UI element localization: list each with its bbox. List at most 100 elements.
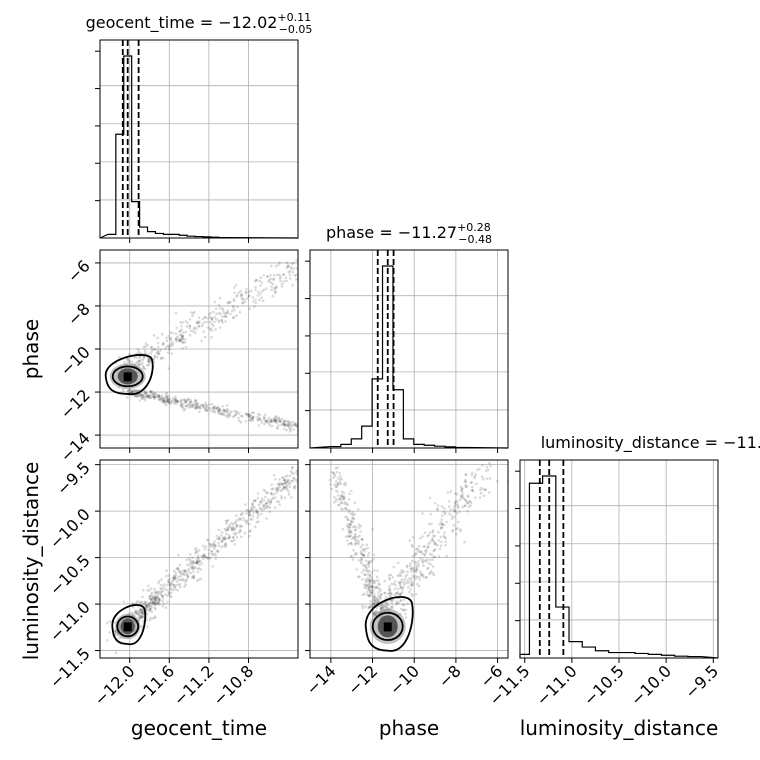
scatter-geocent_time-vs-phase-point (273, 289, 277, 292)
scatter-geocent_time-vs-luminosity_distance-point (151, 595, 154, 599)
scatter-geocent_time-vs-phase-point (180, 335, 184, 339)
hist-phase-xaxis (330, 448, 499, 453)
scatter-phase-vs-luminosity_distance-point (395, 591, 399, 595)
scatter-phase-vs-luminosity_distance-point (375, 597, 379, 600)
scatter-geocent_time-vs-phase-point (142, 364, 145, 367)
axis-labels: geocent_time phase luminosity_distancephas… (19, 319, 718, 740)
scatter-phase-vs-luminosity_distance-point (370, 605, 374, 608)
scatter-geocent_time-vs-luminosity_distance-point (195, 558, 198, 562)
scatter-geocent_time-vs-phase-point (295, 278, 298, 281)
scatter-geocent_time-vs-phase-point (174, 398, 177, 401)
scatter-geocent_time-vs-luminosity_distance-point (197, 549, 201, 552)
scatter-phase-vs-luminosity_distance-point (428, 558, 432, 562)
scatter-geocent_time-vs-luminosity_distance-point (155, 596, 159, 600)
scatter-phase-vs-luminosity_distance-point (342, 491, 346, 495)
scatter-geocent_time-vs-luminosity_distance-point (262, 498, 266, 502)
scatter-phase-vs-luminosity_distance-point (484, 469, 488, 473)
scatter-geocent_time-vs-luminosity_distance-point (265, 491, 269, 495)
scatter-geocent_time-vs-phase-point (157, 394, 161, 398)
scatter-geocent_time-vs-phase-point (284, 276, 288, 280)
scatter-phase-vs-luminosity_distance-point (347, 522, 350, 526)
scatter-geocent_time-vs-luminosity_distance-point (133, 610, 137, 613)
scatter-phase-vs-luminosity_distance-point (337, 483, 340, 486)
scatter-geocent_time-vs-phase-point (280, 423, 283, 427)
scatter-geocent_time-vs-phase-point (227, 413, 231, 417)
scatter-geocent_time-vs-luminosity_distance-point (291, 465, 294, 469)
scatter-phase-vs-luminosity_distance-point (421, 535, 424, 538)
scatter-geocent_time-vs-luminosity_distance-point (201, 553, 205, 557)
scatter-geocent_time-vs-phase-point (235, 410, 239, 414)
scatter-phase-vs-luminosity_distance-point (394, 602, 398, 606)
scatter-geocent_time-vs-phase-point (247, 415, 251, 419)
scatter-geocent_time-vs-luminosity_distance-point (288, 474, 292, 478)
scatter-geocent_time-vs-phase-point (274, 290, 278, 294)
scatter-geocent_time-vs-luminosity_distance-point (195, 550, 198, 554)
scatter-geocent_time-vs-luminosity_distance-point (262, 503, 265, 507)
scatter-phase-vs-luminosity_distance-point (429, 569, 433, 573)
scatter-geocent_time-vs-phase-point (156, 394, 159, 397)
scatter-phase-vs-luminosity_distance-point (357, 559, 360, 562)
scatter-geocent_time-vs-phase-point (263, 423, 266, 426)
scatter-geocent_time-vs-phase-point (184, 404, 188, 408)
scatter-phase-vs-luminosity_distance-point (470, 488, 474, 492)
scatter-geocent_time-vs-luminosity_distance-point (165, 569, 168, 572)
scatter-geocent_time-vs-phase-point (280, 285, 284, 288)
scatter-phase-vs-luminosity_distance-point (362, 547, 366, 551)
scatter-geocent_time-vs-luminosity_distance-point (185, 571, 189, 575)
scatter-geocent_time-vs-luminosity_distance-point (260, 507, 263, 510)
scatter-phase-vs-luminosity_distance-point (385, 601, 388, 605)
scatter-geocent_time-vs-phase-point (174, 397, 177, 401)
scatter-geocent_time-vs-phase-point (278, 419, 281, 423)
scatter-geocent_time-vs-phase-point (220, 412, 223, 416)
scatter-geocent_time-vs-luminosity_distance-point (277, 483, 281, 486)
scatter-phase-vs-luminosity_distance-point (431, 529, 435, 532)
scatter-geocent_time-vs-luminosity_distance-point (182, 573, 186, 577)
scatter-phase-vs-luminosity_distance-point (479, 491, 483, 495)
scatter-phase-vs-luminosity_distance-point (391, 604, 394, 608)
scatter-phase-vs-luminosity_distance-point (425, 576, 429, 579)
scatter-geocent_time-vs-phase-point (182, 331, 185, 335)
scatter-geocent_time-vs-luminosity_distance-point (196, 570, 200, 573)
scatter-phase-vs-luminosity_distance-point (379, 593, 383, 596)
scatter-phase-vs-luminosity_distance-point (455, 532, 458, 536)
scatter-geocent_time-vs-phase-point (261, 299, 265, 303)
scatter-geocent_time-vs-phase-point (281, 422, 284, 425)
scatter-geocent_time-vs-phase-point (147, 394, 150, 398)
scatter-geocent_time-vs-phase-point (209, 311, 212, 315)
scatter-phase-vs-luminosity_distance-point (410, 592, 414, 596)
scatter-phase-vs-luminosity_distance-point (380, 607, 383, 611)
scatter-phase-vs-luminosity_distance-point (469, 481, 473, 484)
scatter-phase-vs-luminosity_distance-point (411, 583, 414, 586)
scatter-geocent_time-vs-phase-point (288, 270, 292, 273)
scatter-geocent_time-vs-phase-point (287, 420, 291, 423)
scatter-geocent_time-vs-phase-point (182, 341, 185, 344)
scatter-phase-vs-luminosity_distance-point (465, 501, 469, 505)
scatter-geocent_time-vs-luminosity_distance-point (137, 612, 141, 615)
scatter-geocent_time-vs-luminosity_distance-point (265, 517, 268, 520)
scatter-geocent_time-vs-luminosity_distance-point (217, 541, 220, 545)
scatter-geocent_time-vs-phase-point (206, 326, 210, 329)
scatter-geocent_time-vs-phase-point (142, 366, 145, 370)
y-axis-label-phase: phase (19, 319, 43, 379)
scatter-geocent_time-vs-luminosity_distance-point (256, 492, 260, 495)
scatter-geocent_time-vs-luminosity_distance-point (283, 481, 286, 485)
scatter-phase-vs-luminosity_distance-point (352, 517, 356, 521)
scatter-geocent_time-vs-phase-point (278, 273, 281, 277)
scatter-geocent_time-vs-phase-point (282, 420, 286, 423)
scatter-geocent_time-vs-luminosity_distance-point (190, 566, 193, 569)
scatter-geocent_time-vs-luminosity_distance-point (191, 565, 194, 569)
scatter-geocent_time-vs-luminosity_distance-point (158, 598, 161, 602)
scatter-geocent_time-vs-phase-point (148, 358, 151, 361)
scatter-geocent_time-vs-phase-point (196, 321, 199, 325)
scatter-phase-vs-luminosity_distance-point (439, 527, 443, 530)
scatter-geocent_time-vs-phase-point (292, 428, 295, 432)
scatter-phase-vs-luminosity_distance-point (351, 513, 355, 517)
scatter-phase-vs-luminosity_distance-point (343, 501, 347, 504)
scatter-geocent_time-vs-phase-point (143, 349, 147, 353)
scatter-phase-vs-luminosity_distance-point (417, 544, 421, 548)
scatter-geocent_time-vs-phase-point (259, 292, 262, 296)
scatter-geocent_time-vs-luminosity_distance-point (196, 554, 200, 557)
scatter-geocent_time-vs-phase-point (159, 357, 163, 361)
hist-geocent_time-xaxis (129, 238, 249, 243)
